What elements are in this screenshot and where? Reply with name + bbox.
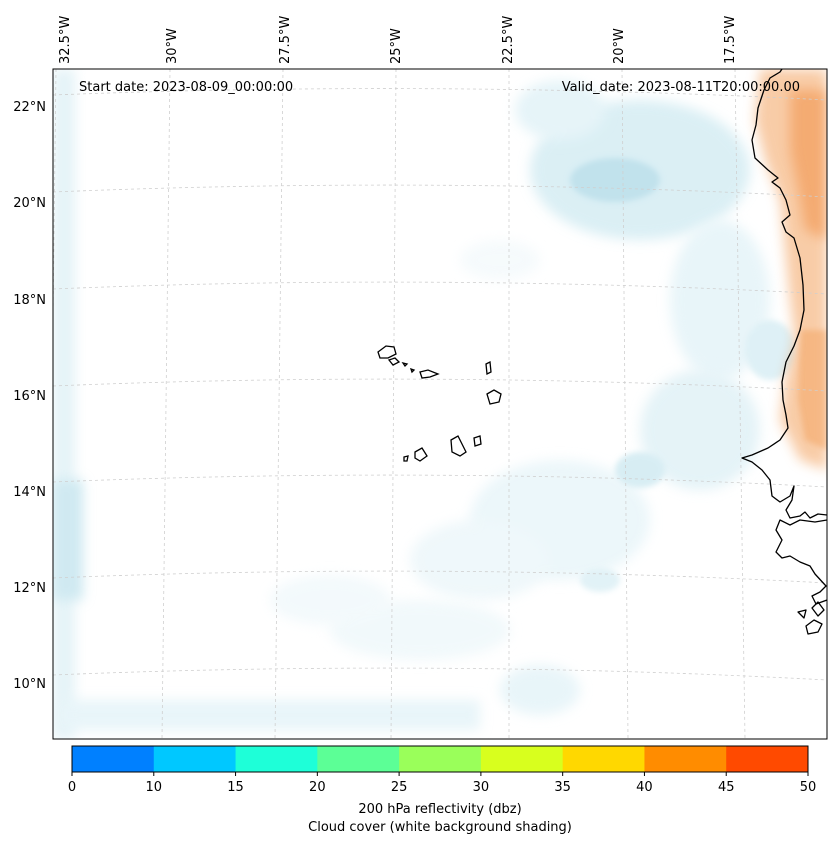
- colorbar-label-line1: 200 hPa reflectivity (dbz): [358, 802, 521, 817]
- colorbar-tick-label: 30: [473, 780, 490, 795]
- lon-label: 25°W: [389, 28, 404, 64]
- colorbar-tick-label: 35: [554, 780, 571, 795]
- lon-label: 32.5°W: [58, 16, 73, 64]
- map-frame: [52, 68, 828, 740]
- gridlines: [53, 69, 827, 739]
- lon-label: 27.5°W: [278, 16, 293, 64]
- africa-coastline: [741, 69, 827, 635]
- lat-label: 14°N: [13, 485, 46, 500]
- colorbar: 0 10 15 20 25 30 35 40 45 50: [68, 745, 817, 795]
- colorbar-segment: [726, 746, 809, 772]
- lat-label: 18°N: [13, 293, 46, 308]
- colorbar-segment: [644, 746, 727, 772]
- lon-label: 17.5°W: [723, 16, 738, 64]
- lat-label: 20°N: [13, 196, 46, 211]
- colorbar-segment: [317, 746, 400, 772]
- lon-label: 30°W: [165, 28, 180, 64]
- colorbar-segment: [153, 746, 237, 772]
- colorbar-tick-label: 15: [227, 780, 244, 795]
- colorbar-frame: [71, 745, 809, 773]
- lat-label: 10°N: [13, 677, 46, 692]
- colorbar-tick-label: 25: [391, 780, 408, 795]
- lat-label: 22°N: [13, 100, 46, 115]
- lat-label: 12°N: [13, 581, 46, 596]
- cape-verde-islands: [377, 345, 502, 462]
- lat-label: 16°N: [13, 389, 46, 404]
- colorbar-segment: [72, 746, 155, 772]
- colorbar-tick-label: 10: [146, 780, 163, 795]
- lon-label: 22.5°W: [501, 16, 516, 64]
- longitude-labels: 32.5°W 30°W 27.5°W 25°W 22.5°W 20°W 17.5…: [58, 16, 738, 64]
- colorbar-tick-label: 20: [309, 780, 326, 795]
- valid-date-label: Valid_date: 2023-08-11T20:00:00.00: [562, 80, 800, 95]
- colorbar-segment: [480, 746, 564, 772]
- map-layers: [53, 69, 827, 739]
- latitude-labels: 22°N 20°N 18°N 16°N 14°N 12°N 10°N: [13, 100, 46, 692]
- orange-reflectivity-field: [755, 69, 827, 470]
- lon-label: 20°W: [612, 28, 627, 64]
- colorbar-tick-label: 0: [68, 780, 76, 795]
- colorbar-segment: [235, 746, 318, 772]
- colorbar-tick-label: 45: [718, 780, 735, 795]
- colorbar-tick-label: 50: [800, 780, 817, 795]
- colorbar-tick-label: 40: [636, 780, 653, 795]
- colorbar-label-line2: Cloud cover (white background shading): [308, 820, 572, 835]
- start-date-label: Start date: 2023-08-09_00:00:00: [79, 80, 293, 95]
- colorbar-segment: [399, 746, 482, 772]
- cloud-cover-shading: [53, 69, 795, 739]
- colorbar-segment: [562, 746, 645, 772]
